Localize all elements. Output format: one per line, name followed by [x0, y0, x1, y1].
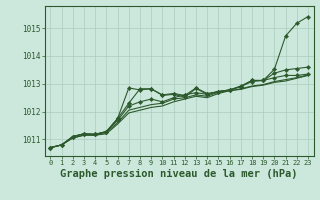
- X-axis label: Graphe pression niveau de la mer (hPa): Graphe pression niveau de la mer (hPa): [60, 169, 298, 179]
